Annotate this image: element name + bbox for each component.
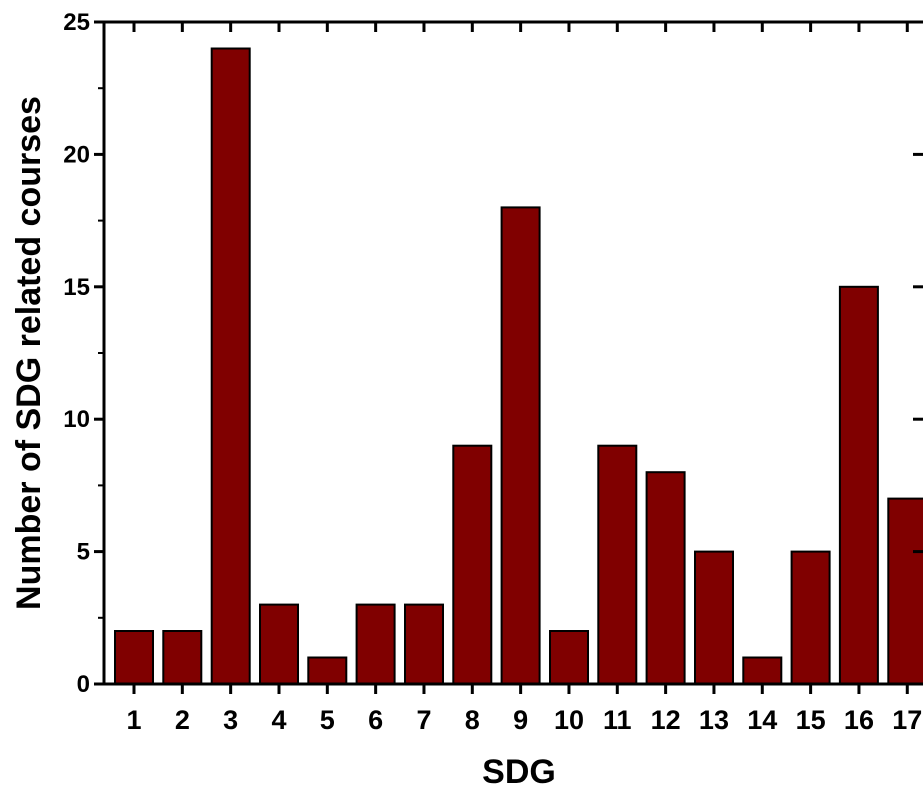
bar-sdg-10 (549, 630, 589, 685)
y-tick-label: 0 (77, 671, 90, 698)
x-tick-label: 11 (603, 705, 632, 735)
bar-sdg-5 (307, 656, 348, 685)
y-tick-label: 10 (63, 406, 90, 433)
x-tick-label: 14 (747, 705, 777, 735)
y-tick-label: 15 (63, 274, 90, 301)
x-tick-label: 1 (126, 705, 141, 735)
x-tick-label: 6 (368, 705, 383, 735)
x-tick-label: 2 (175, 705, 190, 735)
x-tick-label: 17 (892, 705, 922, 735)
bar-sdg-13 (694, 550, 734, 685)
bar-sdg-15 (790, 550, 831, 685)
y-axis-title: Number of SDG related courses (10, 96, 48, 610)
bar-sdg-8 (452, 444, 493, 686)
x-tick-label: 7 (416, 705, 431, 735)
x-tick-label: 12 (651, 705, 681, 735)
bar-sdg-1 (114, 630, 154, 685)
ticks-group (94, 20, 923, 694)
bar-sdg-11 (597, 444, 638, 686)
bar-sdg-9 (500, 206, 541, 685)
x-tick-label: 15 (796, 705, 826, 735)
y-tick-label: 25 (63, 9, 90, 36)
x-tick-label: 8 (465, 705, 480, 735)
bar-sdg-2 (162, 630, 203, 685)
bar-sdg-14 (742, 656, 783, 685)
x-axis-title: SDG (482, 753, 556, 791)
x-tick-label: 5 (320, 705, 335, 735)
x-tick-label: 10 (554, 705, 584, 735)
x-tick-label: 9 (513, 705, 528, 735)
bars-group (114, 47, 923, 686)
bar-sdg-7 (404, 603, 444, 685)
bar-sdg-12 (645, 471, 686, 686)
bar-sdg-16 (838, 285, 879, 685)
y-tick-label: 5 (77, 539, 90, 566)
y-tick-label: 20 (63, 141, 90, 168)
bar-sdg-4 (259, 603, 299, 685)
x-tick-label: 3 (223, 705, 238, 735)
x-tick-label: 16 (844, 705, 874, 735)
bar-sdg-3 (210, 47, 251, 685)
x-tick-label: 13 (699, 705, 729, 735)
bar-sdg-17 (887, 497, 923, 685)
bar-sdg-6 (355, 603, 396, 685)
x-tick-label: 4 (271, 705, 286, 735)
